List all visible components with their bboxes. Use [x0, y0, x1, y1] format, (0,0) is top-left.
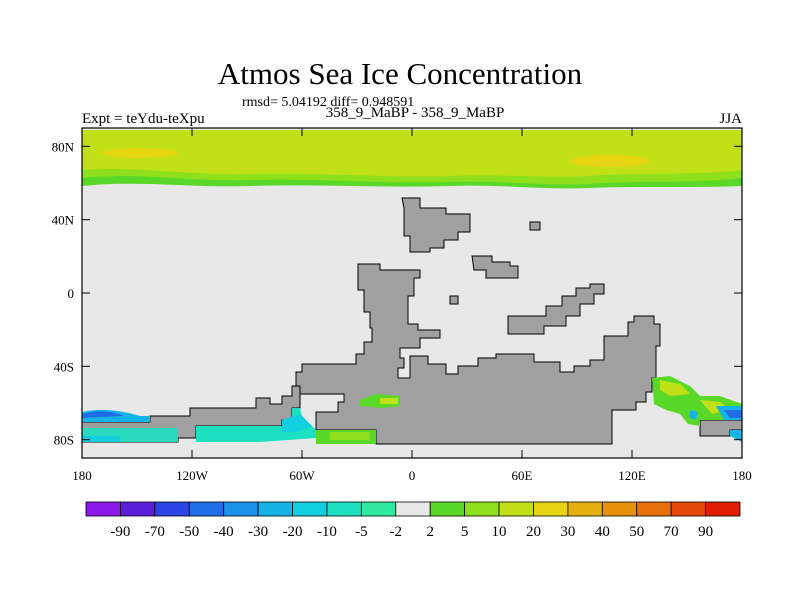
colorbar-label: 70 — [664, 524, 679, 540]
x-tick-label: 0 — [409, 468, 416, 483]
landmass-islet-2 — [449, 295, 459, 305]
colorbar-label: -30 — [248, 524, 268, 540]
landmass-north-1 — [401, 197, 471, 253]
landmass-north-2 — [471, 255, 519, 279]
map-area — [81, 127, 743, 459]
colorbar-label: 5 — [461, 524, 469, 540]
colorbar-label: -10 — [317, 524, 337, 540]
antarctic-anomaly-patches — [82, 376, 742, 444]
y-tick-label: 80S — [54, 433, 74, 448]
colorbar-swatch — [188, 501, 225, 517]
colorbar-swatch — [154, 501, 190, 517]
landmass-islet-1 — [529, 221, 541, 231]
colorbar: -90 -70 -50 -40 -30 -20 -10 -5 -2 2 5 10 20 30 40 50 70 9… — [85, 501, 741, 540]
colorbar-swatch — [636, 501, 672, 517]
colorbar-label: -2 — [390, 524, 403, 540]
colorbar-swatch — [120, 501, 156, 517]
colorbar-label: 30 — [560, 524, 575, 540]
arctic-anomaly-band — [82, 130, 742, 189]
y-tick-label: 80N — [52, 139, 75, 154]
chart-subtitle: rmsd= 5.04192 diff= 0.948591 — [242, 95, 415, 110]
colorbar-label: 2 — [426, 524, 434, 540]
colorbar-swatch — [292, 501, 328, 517]
colorbar-swatch — [85, 501, 121, 517]
colorbar-swatch — [567, 501, 603, 517]
colorbar-label: 10 — [492, 524, 507, 540]
colorbar-label: -5 — [355, 524, 368, 540]
chart-title: Atmos Sea Ice Concentration — [217, 56, 583, 91]
colorbar-label: 40 — [595, 524, 610, 540]
x-tick-label: 120W — [176, 468, 209, 483]
period-label: 358_9_MaBP - 358_9_MaBP — [325, 105, 505, 121]
colorbar-swatch — [464, 501, 500, 517]
map-axes: 180 120W 60W 0 60E 120E 180 80N 40N 0 40S 80S — [52, 128, 752, 483]
colorbar-swatch — [705, 501, 741, 517]
colorbar-label: 50 — [629, 524, 644, 540]
colorbar-swatch — [360, 501, 397, 517]
y-tick-label: 40S — [54, 359, 74, 374]
colorbar-swatch — [533, 501, 569, 517]
colorbar-label: 90 — [698, 524, 713, 540]
y-tick-label: 0 — [68, 286, 75, 301]
colorbar-swatch — [498, 501, 534, 517]
season-label: JJA — [719, 111, 742, 127]
x-tick-label: 180 — [72, 468, 92, 483]
experiment-label: Expt = teYdu-teXpu — [82, 111, 205, 127]
x-tick-label: 180 — [732, 468, 752, 483]
colorbar-swatch — [670, 501, 706, 517]
x-tick-label: 60E — [512, 468, 533, 483]
x-tick-label: 60W — [289, 468, 315, 483]
colorbar-swatch — [326, 501, 362, 517]
colorbar-swatch — [601, 501, 638, 517]
colorbar-label: 20 — [526, 524, 541, 540]
y-tick-label: 40N — [52, 213, 75, 228]
colorbar-swatch — [429, 501, 466, 517]
x-tick-label: 120E — [618, 468, 646, 483]
landmass-east-arm — [507, 283, 605, 335]
colorbar-label: -90 — [110, 524, 130, 540]
colorbar-label: -50 — [179, 524, 199, 540]
colorbar-swatch — [223, 501, 259, 517]
colorbar-label: -20 — [283, 524, 303, 540]
colorbar-swatch — [395, 501, 431, 517]
colorbar-label: -70 — [145, 524, 165, 540]
colorbar-swatch — [257, 501, 293, 517]
colorbar-label: -40 — [214, 524, 234, 540]
